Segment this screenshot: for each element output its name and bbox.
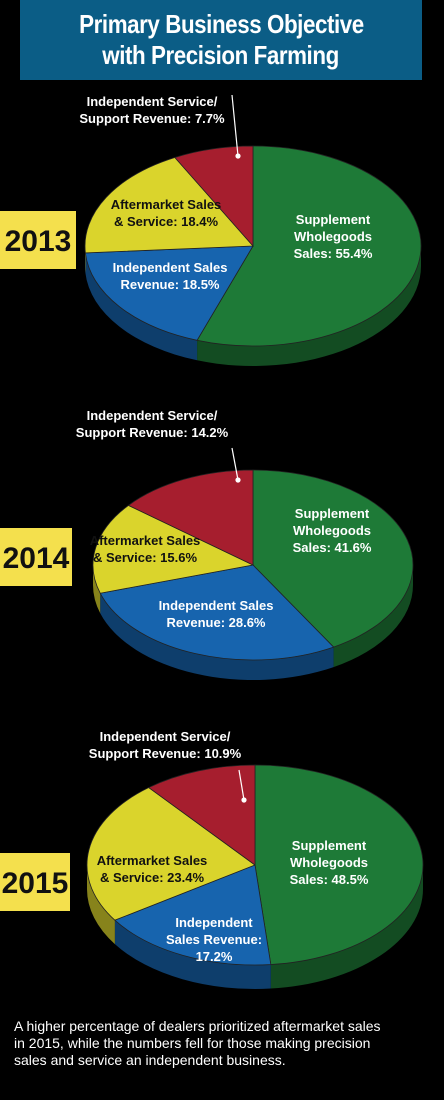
year-badge-2013	[0, 211, 76, 269]
pie-2015-slice-independent_service	[147, 764, 256, 866]
pie-2014-slice-independent_service	[127, 469, 254, 566]
pie-2014-label-line: Supplement	[295, 506, 370, 521]
pie-2014-label-independent_sales: Independent Sales Revenue: 28.6%	[159, 598, 274, 630]
pie-2015-side-independent_sales	[114, 920, 271, 989]
pie-2013-label-line: Revenue: 18.5%	[121, 277, 220, 292]
pie-2013-slice-aftermarket	[84, 157, 254, 254]
pie-2013-label-supplement: Supplement Wholegoods Sales: 55.4%	[294, 212, 373, 261]
pie-2014-slice-aftermarket	[92, 504, 255, 594]
pie-2014-label-line: Aftermarket Sales	[90, 533, 201, 548]
pie-2013-leader-dot	[235, 153, 241, 159]
pie-2015-leader-line	[238, 769, 245, 801]
pie-2014-label-supplement: Supplement Wholegoods Sales: 41.6%	[293, 506, 372, 555]
pie-2015-slice-supplement	[254, 764, 424, 965]
pie-2015-label-line: & Service: 23.4%	[100, 870, 205, 885]
pie-2015-label-line: Supplement	[292, 838, 367, 853]
pie-2013-label-line: Support Revenue: 7.7%	[79, 111, 225, 126]
pie-2014-leader-line	[231, 447, 239, 481]
pie-2015-label-line: 17.2%	[196, 949, 233, 964]
pie-2013-label-aftermarket: Aftermarket Sales & Service: 18.4%	[111, 197, 222, 229]
pie-2014-label-line: Independent Sales	[159, 598, 274, 613]
pie-2014-side-independent_sales	[100, 593, 334, 680]
pie-2014-side-supplement	[333, 565, 413, 668]
pie-2015-label-aftermarket: Aftermarket Sales & Service: 23.4%	[97, 853, 208, 885]
pie-chart-2013: Supplement Wholegoods Sales: 55.4% Independ…	[0, 94, 422, 366]
title-line-1: Primary Business Objective	[78, 9, 364, 39]
pie-2014-slice-independent_sales	[99, 564, 335, 661]
pie-2015-label-line: Wholegoods	[290, 855, 368, 870]
pie-2015-side-supplement	[270, 865, 423, 989]
caption-line-2: in 2015, while the numbers fell for thos…	[14, 1035, 371, 1051]
title-line-2: with Precision Farming	[102, 40, 340, 70]
pie-2013-label-independent_sales: Independent Sales Revenue: 18.5%	[113, 260, 228, 292]
pie-2015-slice-independent_sales	[114, 864, 272, 966]
pie-2015-label-line: Sales Revenue:	[166, 932, 262, 947]
pie-2014-label-line: & Service: 15.6%	[93, 550, 198, 565]
pie-2013-label-line: Aftermarket Sales	[111, 197, 222, 212]
year-label-2015: 2015	[2, 867, 69, 900]
pie-2014-leader-dot	[235, 477, 241, 483]
pie-2015-label-line: Independent	[175, 915, 253, 930]
pie-2015-label-line: Support Revenue: 10.9%	[89, 746, 242, 761]
pie-2013-label-line: Independent Service/	[87, 94, 218, 109]
pie-2014-label-line: Sales: 41.6%	[293, 540, 372, 555]
year-badge-2015	[0, 853, 70, 911]
year-label-2014: 2014	[3, 542, 70, 575]
pie-2013-slice-independent_sales	[84, 245, 254, 341]
pie-2014-label-line: Revenue: 28.6%	[167, 615, 266, 630]
pie-chart-2014: Supplement Wholegoods Sales: 41.6% Independ…	[0, 408, 414, 680]
pie-2013-label-line: Supplement	[296, 212, 371, 227]
pie-2015-label-independent_service: Independent Service/Support Revenue: 10.…	[89, 729, 242, 761]
year-badge-2014	[0, 528, 72, 586]
pie-2014-label-aftermarket: Aftermarket Sales & Service: 15.6%	[90, 533, 201, 565]
pie-2015-label-line: Aftermarket Sales	[97, 853, 208, 868]
pie-2014-side-aftermarket	[93, 565, 101, 614]
pie-2013-side-independent_sales	[85, 252, 198, 361]
pie-2015-side-aftermarket	[87, 865, 115, 945]
pie-2015-slice-aftermarket	[86, 787, 256, 921]
pie-2013-label-line: Independent Sales	[113, 260, 228, 275]
pie-2013-label-line: Wholegoods	[294, 229, 372, 244]
year-label-2013: 2013	[5, 225, 72, 258]
caption: A higher percentage of dealers prioritiz…	[14, 1018, 434, 1069]
pie-2014-label-line: Wholegoods	[293, 523, 371, 538]
pie-2013-leader-line	[231, 94, 239, 157]
pie-2013-label-line: & Service: 18.4%	[114, 214, 219, 229]
pie-2014-label-independent_service: Independent Service/Support Revenue: 14.…	[76, 408, 229, 440]
pie-2013-side-supplement	[197, 246, 421, 366]
pie-2014-label-line: Support Revenue: 14.2%	[76, 425, 229, 440]
pie-2014-slice-supplement	[252, 469, 414, 648]
pie-2013-label-independent_service: Independent Service/Support Revenue: 7.7…	[79, 94, 225, 126]
pie-2015-label-line: Sales: 48.5%	[290, 872, 369, 887]
pie-2013-slice-independent_service	[174, 145, 254, 248]
pie-chart-2015: Supplement Wholegoods Sales: 48.5% Independ…	[0, 729, 424, 989]
pie-2015-label-supplement: Supplement Wholegoods Sales: 48.5%	[290, 838, 369, 887]
caption-line-3: sales and service an independent busines…	[14, 1052, 286, 1068]
pie-2015-label-independent_sales: Independent Sales Revenue: 17.2%	[166, 915, 262, 964]
pie-2013-label-line: Sales: 55.4%	[294, 246, 373, 261]
pie-2014-label-line: Independent Service/	[87, 408, 218, 423]
pie-2015-label-line: Independent Service/	[100, 729, 231, 744]
caption-line-1: A higher percentage of dealers prioritiz…	[14, 1018, 381, 1034]
title-banner: Primary Business Objective with Precisio…	[20, 0, 422, 80]
pie-2015-leader-dot	[241, 797, 247, 803]
